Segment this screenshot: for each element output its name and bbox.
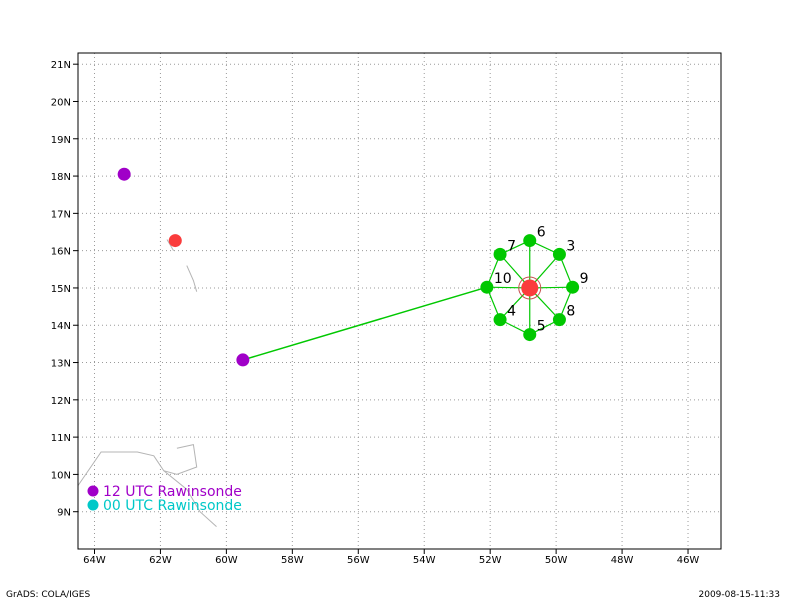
lat-tick-label: 9N (57, 508, 71, 519)
lat-tick-label: 13N (51, 359, 71, 370)
dropsonde-point (493, 247, 507, 261)
coastline (163, 443, 198, 475)
lat-tick-label: 14N (51, 321, 71, 332)
dropsonde-label: 5 (537, 319, 546, 335)
coastline (186, 265, 198, 292)
storm-center-point (168, 234, 182, 248)
dropsonde-label: 8 (566, 304, 575, 320)
dropsonde-point (523, 328, 537, 342)
lat-tick-label: 12N (51, 396, 71, 407)
track-lines (242, 240, 574, 361)
dropsonde-point (493, 313, 507, 327)
lat-tick-label: 19N (51, 135, 71, 146)
data-points (117, 167, 580, 367)
lon-tick-label: 56W (347, 555, 370, 566)
lon-tick-label: 58W (281, 555, 304, 566)
dropsonde-label: 9 (580, 271, 589, 287)
legend-marker (87, 485, 99, 497)
lat-tick-label: 15N (51, 284, 71, 295)
lon-tick-label: 50W (545, 555, 568, 566)
dropsonde-point (552, 247, 566, 261)
storm-center-point (521, 279, 539, 297)
dropsonde-point (523, 234, 537, 248)
lon-tick-label: 60W (215, 555, 238, 566)
dropsonde-point (480, 280, 494, 294)
legend-label: 00 UTC Rawinsonde (103, 498, 242, 514)
gridlines (78, 53, 721, 549)
lat-tick-label: 18N (51, 172, 71, 183)
dropsonde-label: 3 (566, 238, 575, 254)
footer-right: 2009-08-15-11:33 (699, 590, 781, 600)
lat-tick-label: 11N (51, 433, 71, 444)
dropsonde-point (566, 280, 580, 294)
lat-tick-label: 21N (51, 60, 71, 71)
dropsonde-labels: 3 4 5 6 7 8 9 10 (494, 225, 589, 335)
track-line (242, 286, 488, 361)
dropsonde-label: 4 (507, 304, 516, 320)
lat-tick-label: 10N (51, 470, 71, 481)
lat-tick-label: 17N (51, 209, 71, 220)
lat-tick-label: 20N (51, 97, 71, 108)
coastline (166, 239, 175, 251)
dropsonde-label: 10 (494, 271, 512, 287)
lat-tick-label: 16N (51, 247, 71, 258)
plot-frame (77, 52, 722, 550)
legend-marker (87, 499, 99, 511)
axis-ticks: 64W 62W 60W 58W 56W 54W 52W 50W 48W 46W 9N 10N 11N 12… (51, 60, 700, 566)
lon-tick-label: 62W (149, 555, 172, 566)
coastlines (77, 239, 217, 527)
dropsonde-point (552, 313, 566, 327)
rawinsonde-point (117, 167, 131, 181)
coastline (77, 451, 217, 527)
rawinsonde-point (236, 353, 250, 367)
dropsonde-label: 6 (537, 225, 546, 241)
lon-tick-label: 46W (677, 555, 700, 566)
lon-tick-label: 54W (413, 555, 436, 566)
lon-tick-label: 64W (83, 555, 106, 566)
center-ring-marker (518, 276, 542, 300)
lon-tick-label: 48W (611, 555, 634, 566)
lon-tick-label: 52W (479, 555, 502, 566)
footer-left: GrADS: COLA/IGES (6, 590, 90, 600)
dropsonde-label: 7 (507, 238, 516, 254)
legend-label: 12 UTC Rawinsonde (103, 484, 242, 500)
